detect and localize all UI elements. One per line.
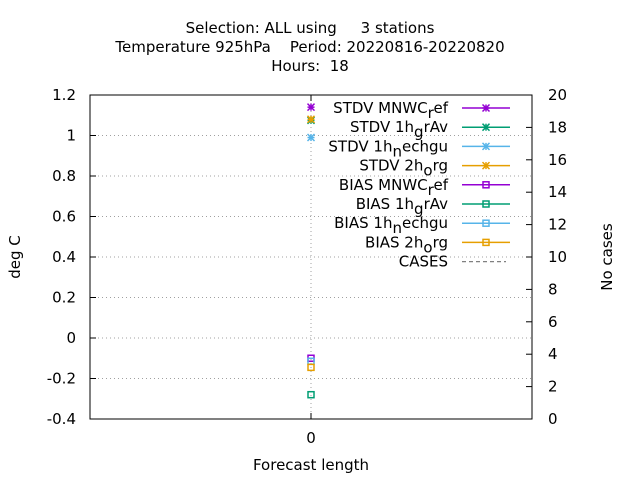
data-point [307, 363, 315, 372]
grid [90, 95, 532, 419]
legend-marker [481, 103, 491, 113]
legend-label: BIAS 1hnechgu [334, 214, 448, 237]
y-axis-label: deg C [6, 235, 24, 279]
y-tick-label: 1.2 [52, 86, 76, 104]
y2-tick-label: 20 [548, 86, 567, 104]
y-tick-label: 0.8 [52, 167, 76, 185]
legend-label: CASES [399, 253, 448, 271]
y2-tick-label: 4 [548, 345, 558, 363]
y-tick-label: 0.4 [52, 248, 76, 266]
y-tick-label: 0.6 [52, 208, 76, 226]
y2-tick-label: 2 [548, 378, 558, 396]
y2-tick-label: 8 [548, 280, 558, 298]
legend-marker [482, 200, 490, 208]
legend-marker [481, 161, 491, 170]
legend-label: STDV 1hnechgu [328, 137, 448, 160]
data-point [306, 103, 316, 112]
data-point [307, 390, 315, 399]
x-axis-label: Forecast length [253, 456, 369, 474]
data-point [306, 133, 316, 142]
data-points [306, 103, 316, 399]
x-axis-ticks: 0 [306, 95, 316, 447]
legend-label: STDV 1hgrAv [350, 118, 448, 141]
data-point [306, 115, 316, 124]
y-tick-label: -0.2 [47, 370, 76, 388]
y2-tick-label: 12 [548, 216, 567, 234]
y-tick-label: 0.2 [52, 289, 76, 307]
legend-label: BIAS 1hgrAv [356, 195, 448, 218]
y-tick-label: 1 [66, 127, 76, 145]
legend-label: BIAS 2horg [365, 233, 448, 256]
title-line: Selection: ALL using 3 stations [186, 19, 435, 37]
y2-tick-label: 0 [548, 410, 558, 428]
title-line: Hours: 18 [271, 57, 349, 75]
title-line: Temperature 925hPa Period: 20220816-2022… [114, 38, 504, 56]
y-axis-ticks: 1.2 1 0.8 0.6 0.4 0.2 0 -0.2 -0.4 [47, 86, 96, 428]
legend-marker [482, 181, 490, 189]
legend-label: BIAS MNWCref [339, 176, 449, 199]
y2-axis-label: No cases [598, 223, 616, 291]
y2-tick-label: 6 [548, 313, 558, 331]
y2-tick-label: 10 [548, 248, 567, 266]
legend-marker [482, 219, 490, 227]
legend-marker [481, 123, 491, 132]
y-tick-label: 0 [66, 329, 76, 347]
y2-tick-label: 18 [548, 118, 567, 136]
legend-label: STDV 2horg [359, 157, 448, 180]
y2-tick-label: 14 [548, 183, 567, 201]
legend-label: STDV MNWCref [333, 99, 449, 122]
y-tick-label: -0.4 [47, 410, 76, 428]
chart-title: Selection: ALL using 3 stationsTemperatu… [114, 19, 504, 75]
legend-marker [481, 142, 491, 151]
y2-tick-label: 16 [548, 151, 567, 169]
legend-marker [482, 238, 490, 247]
x-tick-label: 0 [306, 429, 316, 447]
